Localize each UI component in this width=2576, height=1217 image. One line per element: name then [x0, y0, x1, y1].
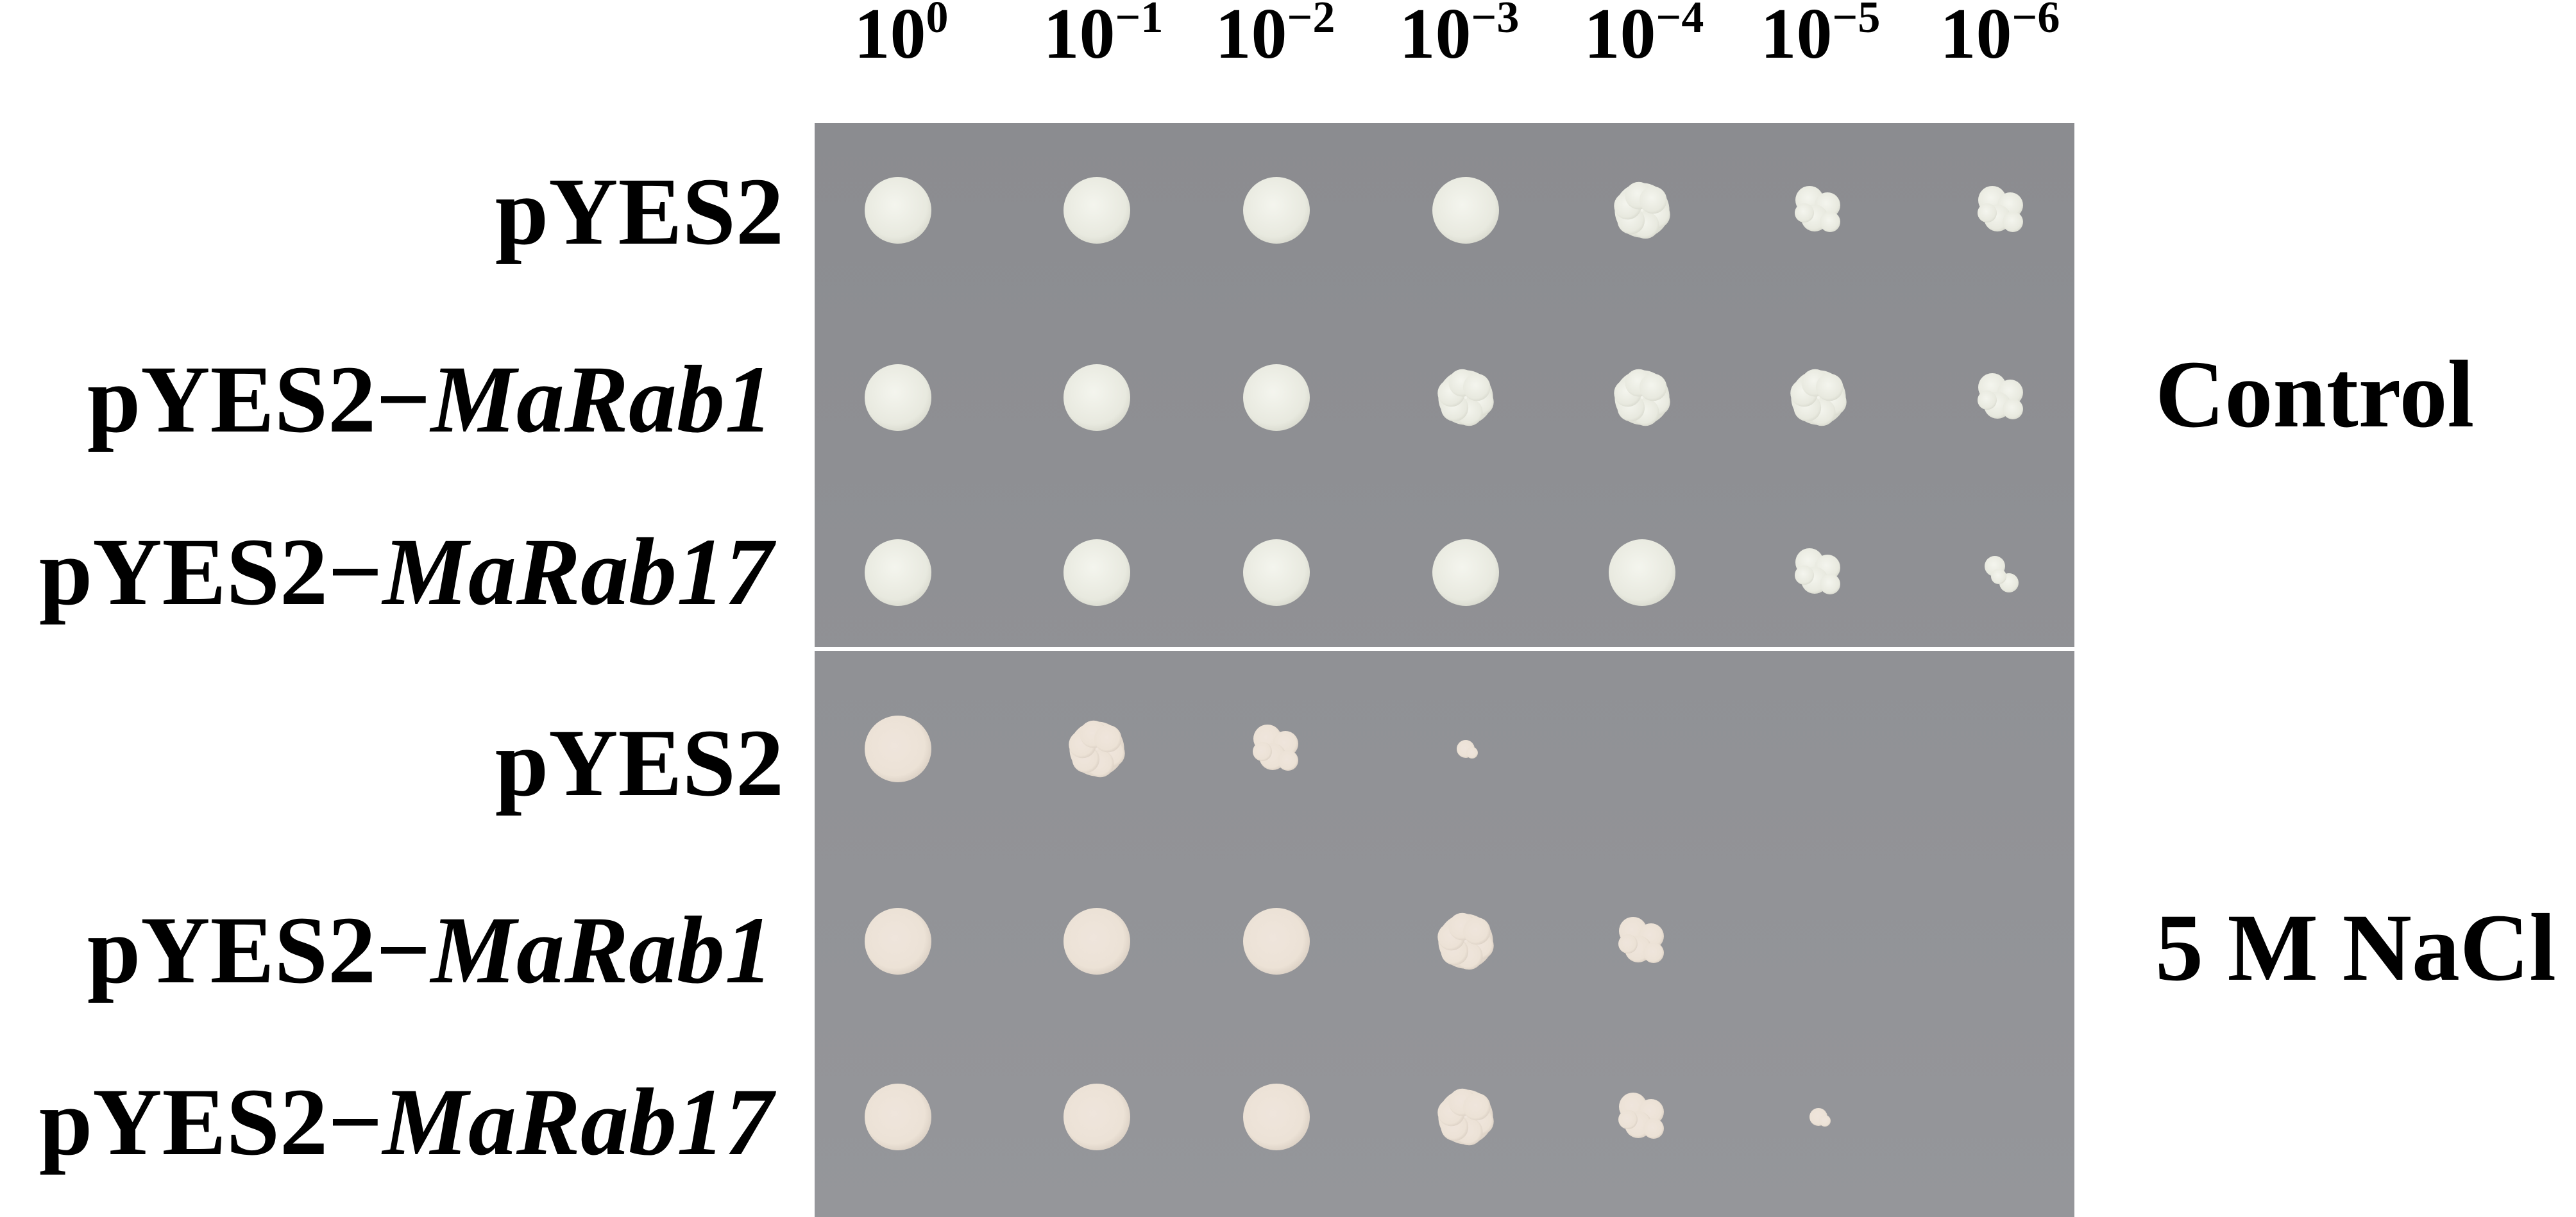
nacl-panel-row-labels: pYES2 pYES2−MaRab1 pYES2−MaRab17 — [39, 710, 784, 1175]
yeast-colony-spot — [865, 908, 931, 975]
yeast-colony-spot — [865, 539, 931, 606]
yeast-colony-spot — [1609, 539, 1675, 606]
panel-divider — [815, 647, 2074, 651]
yeast-colony-spot — [1243, 908, 1310, 975]
yeast-colony-spot — [1063, 1084, 1130, 1150]
dilution-header: 10−5 — [1761, 0, 1881, 74]
dilution-header-row: 100 10−1 10−2 10−3 10−4 10−5 10−6 — [854, 0, 2060, 74]
yeast-colony-spot — [1063, 908, 1130, 975]
yeast-colony-spot — [1243, 539, 1310, 606]
yeast-colony-spot — [1063, 539, 1130, 606]
dilution-header: 10−1 — [1044, 0, 1164, 74]
yeast-colony-spot — [865, 716, 931, 782]
yeast-colony-spot — [1432, 177, 1499, 244]
dilution-header: 100 — [854, 0, 949, 74]
dilution-header: 10−4 — [1584, 0, 1704, 74]
control-panel-row-labels: pYES2 pYES2−MaRab1 pYES2−MaRab17 — [39, 158, 784, 625]
yeast-colony-spot — [1432, 539, 1499, 606]
yeast-colony-spot — [1063, 177, 1130, 244]
plate-photo — [815, 123, 2074, 1217]
yeast-colony-spot — [1243, 1084, 1310, 1150]
yeast-colony-spot — [865, 364, 931, 431]
condition-label-control: Control — [2155, 341, 2474, 448]
yeast-colony-spot — [1063, 364, 1130, 431]
plate-background — [815, 123, 2074, 1217]
yeast-colony-spot — [1243, 364, 1310, 431]
dilution-header: 10−2 — [1216, 0, 1335, 74]
strain-label: pYES2−MaRab17 — [39, 1069, 776, 1175]
yeast-colony-spot — [865, 1084, 931, 1150]
strain-label: pYES2−MaRab1 — [87, 897, 773, 1003]
strain-label: pYES2−MaRab17 — [39, 519, 776, 625]
strain-label: pYES2 — [495, 158, 784, 265]
dilution-header: 10−3 — [1400, 0, 1520, 74]
yeast-colony-spot — [1243, 177, 1310, 244]
dilution-header: 10−6 — [1940, 0, 2060, 74]
strain-label: pYES2 — [495, 710, 784, 816]
condition-label-nacl: 5 M NaCl — [2155, 894, 2556, 1001]
yeast-colony-spot — [865, 177, 931, 244]
strain-label: pYES2−MaRab1 — [87, 346, 773, 453]
